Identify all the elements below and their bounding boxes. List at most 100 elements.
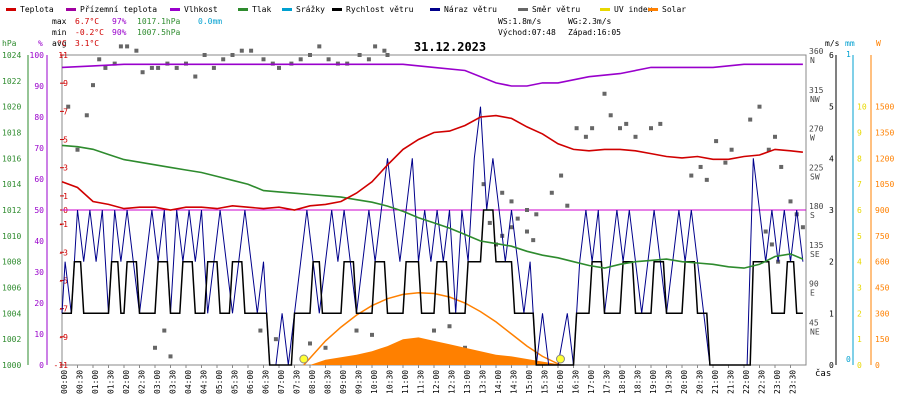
- legend-label-8: UV index: [614, 5, 653, 14]
- x-tick-label: 09:00: [339, 370, 348, 394]
- tick-uv: 2: [857, 309, 862, 318]
- tick-humidity: 20: [34, 299, 44, 308]
- wind-dir-point: [748, 117, 753, 122]
- x-tick-label: 11:30: [417, 370, 426, 394]
- wind-dir-point: [202, 53, 207, 57]
- wind-dir-point: [211, 65, 216, 70]
- tick-wind-speed: 0: [829, 361, 834, 370]
- tick-wind-speed: 2: [829, 258, 834, 267]
- wind-dir-point: [162, 328, 167, 333]
- series-rychlost-větru: [62, 209, 803, 366]
- wind-dir-point: [97, 57, 102, 62]
- tick-wind-dir-label: SW: [810, 172, 820, 181]
- stats-max-pres: 1017.1hPa: [137, 17, 181, 26]
- tick-uv: 7: [857, 180, 862, 189]
- tick-temperature: 3: [63, 164, 68, 173]
- wind-dir-point: [91, 83, 95, 88]
- legend-label-7: Směr větru: [532, 5, 580, 14]
- tick-pressure: 1016: [2, 154, 21, 163]
- series-náraz-větru: [61, 106, 804, 366]
- x-tick-label: 02:00: [122, 370, 131, 394]
- x-tick-label: 04:30: [200, 370, 209, 394]
- wind-dir-point: [769, 242, 774, 247]
- x-tick-label: 05:30: [231, 370, 240, 394]
- legend-label-9: Solar: [662, 5, 686, 14]
- wind-dir-point: [583, 134, 588, 139]
- tick-wind-dir-label: N: [810, 56, 815, 65]
- wind-dir-point: [602, 91, 607, 96]
- x-tick-label: 22:30: [758, 370, 767, 394]
- tick-uv: 3: [857, 284, 862, 293]
- wind-dir-point: [549, 190, 554, 195]
- wind-dir-point: [618, 126, 622, 131]
- tick-wind-dir: 135: [809, 241, 824, 250]
- tick-uv: 1: [857, 335, 862, 344]
- tick-wind-dir-label: SE: [810, 250, 820, 259]
- tick-solar: 0: [875, 361, 880, 370]
- wind-dir-point: [574, 126, 579, 131]
- x-tick-label: 06:30: [262, 370, 271, 394]
- stats-max-hum: 97%: [112, 17, 127, 26]
- wind-dir-point: [794, 212, 799, 217]
- tick-wind-dir: 360: [809, 47, 824, 56]
- x-tick-label: 16:30: [572, 370, 581, 394]
- wind-dir-point: [763, 229, 768, 234]
- tick-uv: 9: [857, 129, 862, 138]
- wind-dir-point: [565, 203, 570, 208]
- tick-rain: 0: [846, 355, 851, 364]
- tick-uv: 6: [857, 206, 862, 215]
- legend-swatch-7: [518, 8, 528, 11]
- tick-wind-speed: 3: [829, 206, 834, 215]
- x-tick-label: 04:00: [184, 370, 193, 394]
- x-tick-label: 12:30: [448, 370, 457, 394]
- tick-humidity: 70: [34, 144, 44, 153]
- tick-solar: 300: [875, 309, 890, 318]
- wind-dir-point: [156, 65, 161, 70]
- tick-solar: 600: [875, 258, 890, 267]
- stats-min-hum: 90%: [112, 28, 127, 37]
- tick-humidity: 80: [34, 113, 44, 122]
- tick-uv: 10: [857, 103, 867, 112]
- stats-max-rain: 0.0mm: [198, 17, 222, 26]
- legend-label-6: Náraz větru: [444, 5, 497, 14]
- tick-pressure: 1008: [2, 258, 21, 267]
- stats-min-label: min: [52, 28, 67, 37]
- stats-sunset: Západ:16:05: [568, 28, 621, 37]
- stats-wg: WG:2.3m/s: [568, 17, 612, 26]
- wind-dir-point: [624, 121, 629, 126]
- wind-dir-point: [463, 345, 467, 350]
- legend-label-0: Teplota: [20, 5, 54, 14]
- unit-pressure: hPa: [2, 39, 17, 48]
- wind-dir-point: [649, 126, 653, 131]
- tick-solar: 1500: [875, 103, 894, 112]
- stats-sunrise: Východ:07:48: [498, 28, 556, 37]
- legend-swatch-4: [282, 8, 292, 11]
- tick-uv: 5: [857, 232, 862, 241]
- tick-uv: 4: [857, 258, 862, 267]
- unit-wind-speed: m/s: [825, 39, 840, 48]
- tick-pressure: 1012: [2, 206, 21, 215]
- tick-wind-dir: 270: [809, 125, 824, 134]
- wind-dir-point: [509, 225, 514, 230]
- x-tick-label: 08:30: [324, 370, 333, 394]
- unit-solar: W: [876, 39, 881, 48]
- x-tick-label: 10:30: [386, 370, 395, 394]
- x-tick-label: 05:00: [215, 370, 224, 394]
- x-tick-label: 08:00: [308, 370, 317, 394]
- x-tick-label: 11:00: [401, 370, 410, 394]
- unit-rain: mm: [845, 39, 855, 48]
- wind-dir-point: [261, 57, 266, 62]
- wind-dir-point: [633, 134, 638, 139]
- sunset-marker: [555, 354, 565, 364]
- wind-dir-point: [221, 57, 226, 62]
- wind-dir-point: [788, 199, 793, 204]
- stats-block: max 6.7°C 97% 1017.1hPa 0.0mm min -0.2°C…: [52, 17, 621, 48]
- x-tick-label: 09:30: [355, 370, 364, 394]
- x-tick-label: 07:00: [277, 370, 286, 394]
- wind-dir-point: [531, 238, 536, 243]
- wind-dir-point: [385, 53, 390, 57]
- x-axis-label: čas: [815, 368, 831, 379]
- wind-dir-point: [153, 345, 157, 350]
- tick-pressure: 1006: [2, 284, 21, 293]
- legend-swatch-5: [332, 8, 342, 11]
